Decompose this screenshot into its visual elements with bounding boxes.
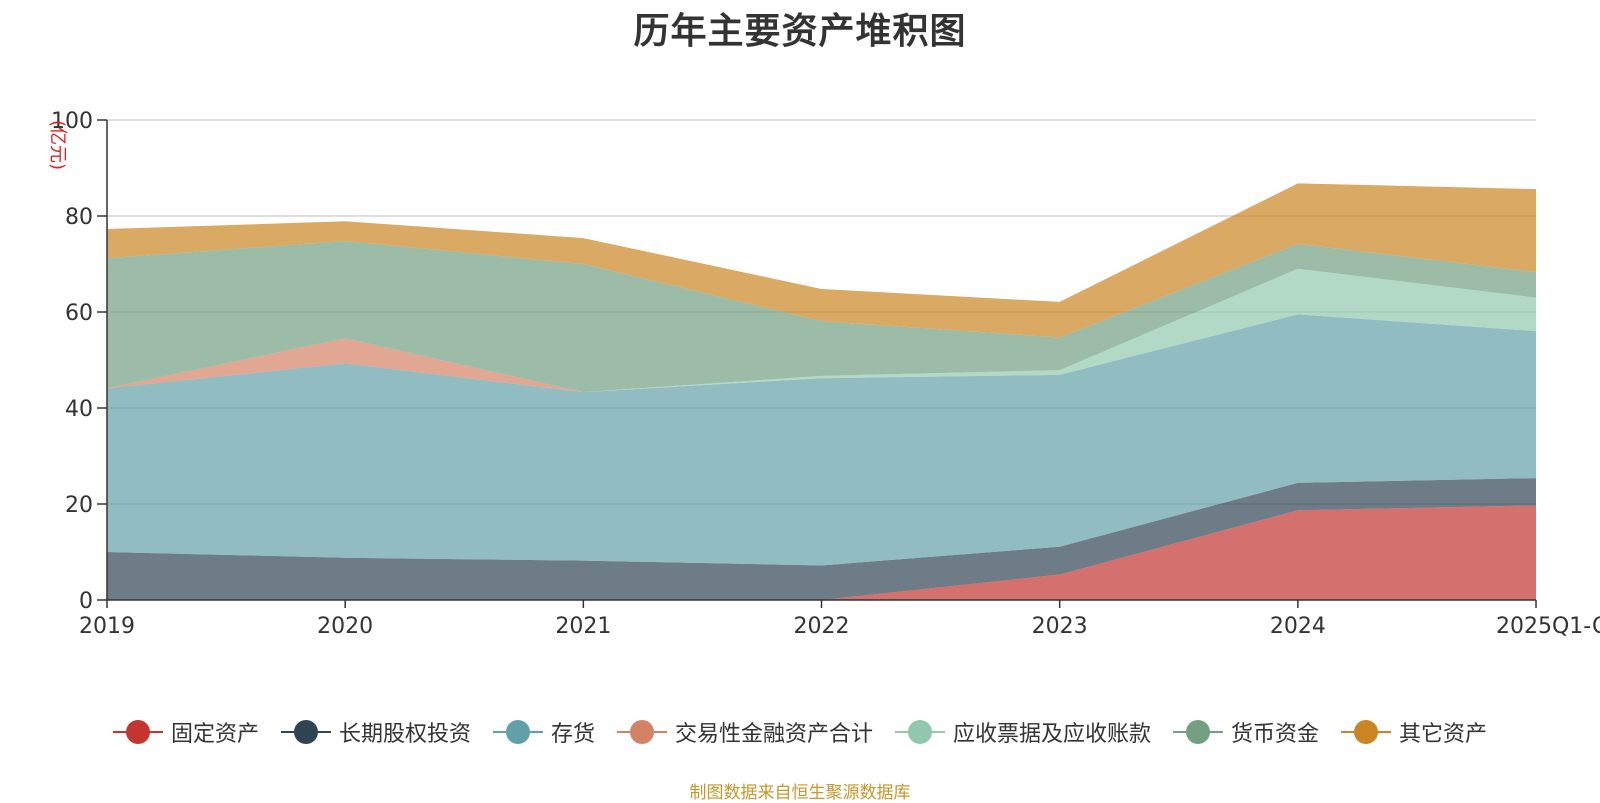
x-tick-label: 2023 (1032, 614, 1088, 639)
stacked-area-chart: 0 20 40 60 80 100 2019 2020 2021 2022 2023 2024 2025… (47, 109, 1600, 639)
legend: 固定资产 长期股权投资 存货 交易性金融资产合计 应收票据及应收账款 货币资金 其它资产 (0, 716, 1600, 748)
legend-marker-icon (1341, 720, 1392, 744)
x-tick-label: 2022 (794, 614, 850, 639)
legend-label: 交易性金融资产合计 (674, 722, 873, 747)
legend-marker-icon (1173, 720, 1224, 744)
legend-item[interactable]: 存货 (492, 716, 595, 748)
y-tick-label: 80 (65, 205, 93, 230)
legend-label: 长期股权投资 (338, 722, 471, 747)
y-axis-unit-label: (亿元) (47, 120, 68, 170)
area-series (107, 183, 1536, 600)
area-交易性金融资产合计 (107, 314, 1536, 393)
area-其它资产 (107, 183, 1536, 338)
legend-label: 固定资产 (170, 722, 259, 747)
x-tick-label: 2025Q1-Q3 (1496, 614, 1600, 639)
legend-marker-icon (492, 720, 543, 744)
x-tick-label: 2024 (1270, 614, 1326, 639)
legend-label: 存货 (550, 722, 595, 747)
chart-title: 历年主要资产堆积图 (633, 11, 967, 52)
legend-item[interactable]: 交易性金融资产合计 (616, 716, 873, 748)
legend-marker-icon (895, 720, 945, 744)
legend-item[interactable]: 货币资金 (1173, 716, 1319, 748)
axes: 0 20 40 60 80 100 2019 2020 2021 2022 2023 2024 2025… (51, 109, 1600, 639)
y-tick-label: 60 (65, 301, 93, 326)
y-tick-label: 40 (65, 397, 93, 422)
x-tick-label: 2021 (555, 614, 611, 639)
legend-marker-icon (616, 720, 667, 744)
legend-label: 其它资产 (1399, 722, 1488, 747)
legend-marker-icon (280, 720, 331, 744)
legend-item[interactable]: 固定资产 (112, 716, 259, 748)
area-固定资产 (107, 505, 1536, 600)
area-货币资金 (107, 240, 1536, 393)
legend-item[interactable]: 长期股权投资 (280, 716, 471, 748)
legend-label: 货币资金 (1231, 722, 1320, 747)
y-tick-label: 100 (51, 109, 93, 134)
area-长期股权投资 (107, 478, 1536, 600)
legend-item[interactable]: 其它资产 (1341, 716, 1487, 748)
data-source-note: 制图数据来自恒生聚源数据库 (689, 783, 911, 803)
x-tick-label: 2020 (317, 614, 373, 639)
y-tick-label: 0 (79, 589, 93, 614)
legend-item[interactable]: 应收票据及应收账款 (895, 716, 1151, 748)
y-tick-label: 20 (65, 493, 93, 518)
legend-label: 应收票据及应收账款 (953, 722, 1152, 747)
x-tick-label: 2019 (79, 614, 135, 639)
legend-marker-icon (112, 720, 163, 744)
area-存货 (107, 314, 1536, 566)
area-应收票据及应收账款 (107, 268, 1536, 393)
